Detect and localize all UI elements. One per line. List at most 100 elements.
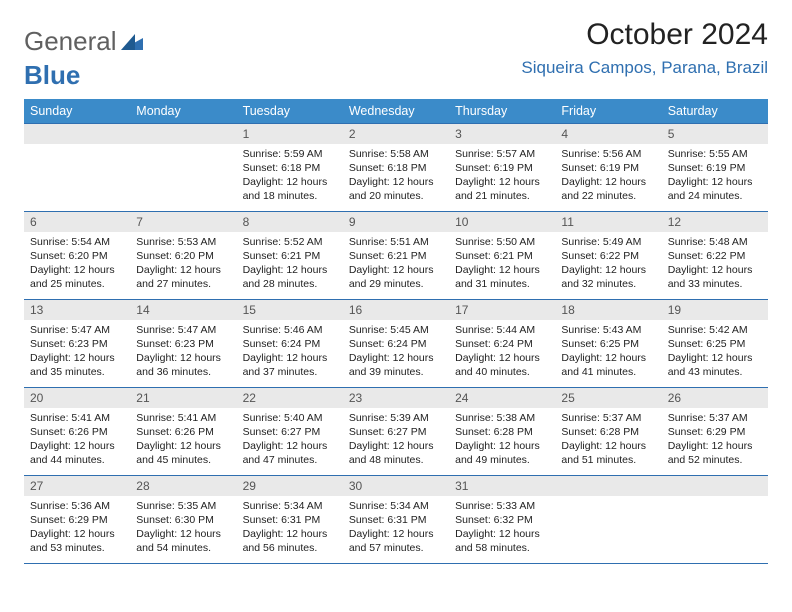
daylight-line-1: Daylight: 12 hours xyxy=(243,440,337,454)
day-number-empty xyxy=(555,476,661,496)
daylight-line-1: Daylight: 12 hours xyxy=(30,528,124,542)
calendar-cell: 20Sunrise: 5:41 AMSunset: 6:26 PMDayligh… xyxy=(24,388,130,476)
sunset-line: Sunset: 6:18 PM xyxy=(349,162,443,176)
calendar-cell xyxy=(130,124,236,212)
daylight-line-1: Daylight: 12 hours xyxy=(349,440,443,454)
day-number: 29 xyxy=(237,476,343,496)
sunrise-line: Sunrise: 5:38 AM xyxy=(455,412,549,426)
calendar-cell: 16Sunrise: 5:45 AMSunset: 6:24 PMDayligh… xyxy=(343,300,449,388)
daylight-line-2: and 20 minutes. xyxy=(349,190,443,204)
sunrise-line: Sunrise: 5:44 AM xyxy=(455,324,549,338)
sunrise-line: Sunrise: 5:34 AM xyxy=(349,500,443,514)
sunrise-line: Sunrise: 5:51 AM xyxy=(349,236,443,250)
cell-body: Sunrise: 5:55 AMSunset: 6:19 PMDaylight:… xyxy=(662,144,768,208)
daylight-line-2: and 49 minutes. xyxy=(455,454,549,468)
daylight-line-1: Daylight: 12 hours xyxy=(349,352,443,366)
sunset-line: Sunset: 6:21 PM xyxy=(455,250,549,264)
calendar-cell: 4Sunrise: 5:56 AMSunset: 6:19 PMDaylight… xyxy=(555,124,661,212)
day-number: 24 xyxy=(449,388,555,408)
calendar-week-row: 1Sunrise: 5:59 AMSunset: 6:18 PMDaylight… xyxy=(24,124,768,212)
daylight-line-1: Daylight: 12 hours xyxy=(561,440,655,454)
sunrise-line: Sunrise: 5:48 AM xyxy=(668,236,762,250)
daylight-line-2: and 22 minutes. xyxy=(561,190,655,204)
cell-body: Sunrise: 5:50 AMSunset: 6:21 PMDaylight:… xyxy=(449,232,555,296)
day-number: 6 xyxy=(24,212,130,232)
cell-body: Sunrise: 5:41 AMSunset: 6:26 PMDaylight:… xyxy=(130,408,236,472)
daylight-line-1: Daylight: 12 hours xyxy=(455,440,549,454)
daylight-line-2: and 33 minutes. xyxy=(668,278,762,292)
daylight-line-2: and 18 minutes. xyxy=(243,190,337,204)
daylight-line-2: and 57 minutes. xyxy=(349,542,443,556)
daylight-line-1: Daylight: 12 hours xyxy=(455,352,549,366)
sunset-line: Sunset: 6:22 PM xyxy=(561,250,655,264)
daylight-line-1: Daylight: 12 hours xyxy=(668,264,762,278)
daylight-line-1: Daylight: 12 hours xyxy=(136,264,230,278)
calendar-table: SundayMondayTuesdayWednesdayThursdayFrid… xyxy=(24,99,768,564)
sunrise-line: Sunrise: 5:35 AM xyxy=(136,500,230,514)
day-number: 14 xyxy=(130,300,236,320)
sunset-line: Sunset: 6:28 PM xyxy=(561,426,655,440)
daylight-line-1: Daylight: 12 hours xyxy=(561,176,655,190)
day-number: 9 xyxy=(343,212,449,232)
sunrise-line: Sunrise: 5:36 AM xyxy=(30,500,124,514)
calendar-cell xyxy=(555,476,661,564)
calendar-cell: 18Sunrise: 5:43 AMSunset: 6:25 PMDayligh… xyxy=(555,300,661,388)
daylight-line-2: and 48 minutes. xyxy=(349,454,443,468)
sunrise-line: Sunrise: 5:53 AM xyxy=(136,236,230,250)
sunset-line: Sunset: 6:21 PM xyxy=(349,250,443,264)
calendar-cell: 17Sunrise: 5:44 AMSunset: 6:24 PMDayligh… xyxy=(449,300,555,388)
daylight-line-1: Daylight: 12 hours xyxy=(349,264,443,278)
cell-body: Sunrise: 5:54 AMSunset: 6:20 PMDaylight:… xyxy=(24,232,130,296)
calendar-cell: 10Sunrise: 5:50 AMSunset: 6:21 PMDayligh… xyxy=(449,212,555,300)
cell-body: Sunrise: 5:37 AMSunset: 6:28 PMDaylight:… xyxy=(555,408,661,472)
daylight-line-2: and 28 minutes. xyxy=(243,278,337,292)
sunrise-line: Sunrise: 5:40 AM xyxy=(243,412,337,426)
calendar-cell: 1Sunrise: 5:59 AMSunset: 6:18 PMDaylight… xyxy=(237,124,343,212)
calendar-cell: 21Sunrise: 5:41 AMSunset: 6:26 PMDayligh… xyxy=(130,388,236,476)
cell-body: Sunrise: 5:35 AMSunset: 6:30 PMDaylight:… xyxy=(130,496,236,560)
calendar-cell: 13Sunrise: 5:47 AMSunset: 6:23 PMDayligh… xyxy=(24,300,130,388)
cell-body: Sunrise: 5:37 AMSunset: 6:29 PMDaylight:… xyxy=(662,408,768,472)
title-block: October 2024 Siqueira Campos, Parana, Br… xyxy=(521,18,768,78)
sunset-line: Sunset: 6:30 PM xyxy=(136,514,230,528)
cell-body: Sunrise: 5:40 AMSunset: 6:27 PMDaylight:… xyxy=(237,408,343,472)
sunrise-line: Sunrise: 5:59 AM xyxy=(243,148,337,162)
daylight-line-2: and 31 minutes. xyxy=(455,278,549,292)
day-number-empty xyxy=(24,124,130,144)
weekday-header: Tuesday xyxy=(237,99,343,124)
daylight-line-1: Daylight: 12 hours xyxy=(136,352,230,366)
sunset-line: Sunset: 6:25 PM xyxy=(668,338,762,352)
cell-body: Sunrise: 5:45 AMSunset: 6:24 PMDaylight:… xyxy=(343,320,449,384)
sunset-line: Sunset: 6:27 PM xyxy=(243,426,337,440)
daylight-line-2: and 29 minutes. xyxy=(349,278,443,292)
daylight-line-2: and 56 minutes. xyxy=(243,542,337,556)
day-number-empty xyxy=(130,124,236,144)
weekday-header: Thursday xyxy=(449,99,555,124)
sunrise-line: Sunrise: 5:57 AM xyxy=(455,148,549,162)
calendar-cell: 28Sunrise: 5:35 AMSunset: 6:30 PMDayligh… xyxy=(130,476,236,564)
sunset-line: Sunset: 6:19 PM xyxy=(455,162,549,176)
daylight-line-2: and 27 minutes. xyxy=(136,278,230,292)
day-number: 2 xyxy=(343,124,449,144)
daylight-line-1: Daylight: 12 hours xyxy=(349,528,443,542)
daylight-line-2: and 47 minutes. xyxy=(243,454,337,468)
daylight-line-1: Daylight: 12 hours xyxy=(136,528,230,542)
cell-body: Sunrise: 5:48 AMSunset: 6:22 PMDaylight:… xyxy=(662,232,768,296)
sunrise-line: Sunrise: 5:41 AM xyxy=(30,412,124,426)
sunset-line: Sunset: 6:23 PM xyxy=(136,338,230,352)
calendar-cell: 25Sunrise: 5:37 AMSunset: 6:28 PMDayligh… xyxy=(555,388,661,476)
month-title: October 2024 xyxy=(521,18,768,52)
daylight-line-2: and 39 minutes. xyxy=(349,366,443,380)
weekday-header: Friday xyxy=(555,99,661,124)
sunset-line: Sunset: 6:24 PM xyxy=(349,338,443,352)
daylight-line-1: Daylight: 12 hours xyxy=(349,176,443,190)
day-number: 25 xyxy=(555,388,661,408)
calendar-header-row: SundayMondayTuesdayWednesdayThursdayFrid… xyxy=(24,99,768,124)
cell-body: Sunrise: 5:56 AMSunset: 6:19 PMDaylight:… xyxy=(555,144,661,208)
day-number: 8 xyxy=(237,212,343,232)
cell-body: Sunrise: 5:47 AMSunset: 6:23 PMDaylight:… xyxy=(24,320,130,384)
calendar-body: 1Sunrise: 5:59 AMSunset: 6:18 PMDaylight… xyxy=(24,124,768,564)
calendar-cell: 8Sunrise: 5:52 AMSunset: 6:21 PMDaylight… xyxy=(237,212,343,300)
sunset-line: Sunset: 6:23 PM xyxy=(30,338,124,352)
sunset-line: Sunset: 6:31 PM xyxy=(349,514,443,528)
